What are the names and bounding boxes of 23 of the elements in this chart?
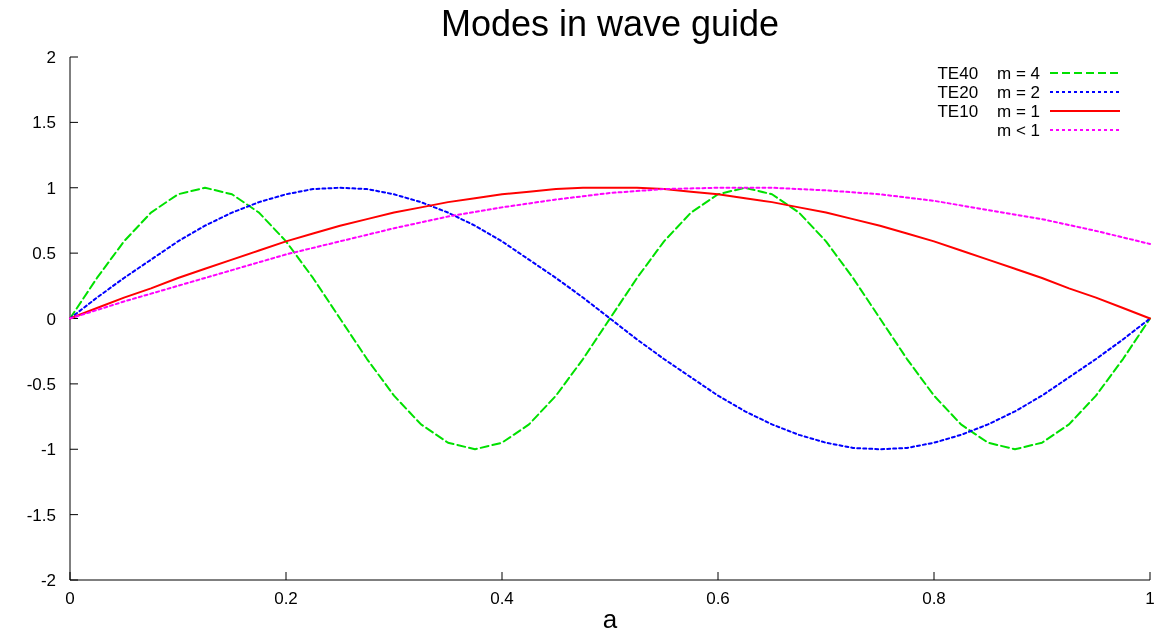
x-tick-label: 0 [65,589,75,608]
x-tick-label: 1 [1145,589,1155,608]
y-tick-label: 2 [46,48,56,67]
x-tick-label: 0.8 [922,589,946,608]
line-series [69,186,1151,451]
legend-label: m < 1 [997,121,1040,140]
x-tick-label: 0.6 [706,589,730,608]
y-tick-label: 0 [46,309,56,329]
legend-label: TE40 m = 4 [937,64,1040,83]
y-tick-label: -1 [40,440,56,460]
y-tick-label: -1.5 [26,505,56,525]
y-tick-label: -2 [40,571,56,590]
x-tick-label: 0.4 [490,589,514,608]
y-tick-label: -0.5 [26,374,56,394]
y-tick-label: 1 [46,178,56,198]
x-axis-title: a [602,604,618,632]
line-series [69,186,1151,320]
y-tick-label: 1.5 [32,113,56,133]
y-tick-label: 0.5 [32,244,56,264]
chart-title: Modes in wave guide [440,3,780,44]
legend-label: TE20 m = 2 [937,83,1040,102]
legend-label: TE10 m = 1 [937,102,1040,121]
x-tick-label: 0.2 [274,589,298,608]
